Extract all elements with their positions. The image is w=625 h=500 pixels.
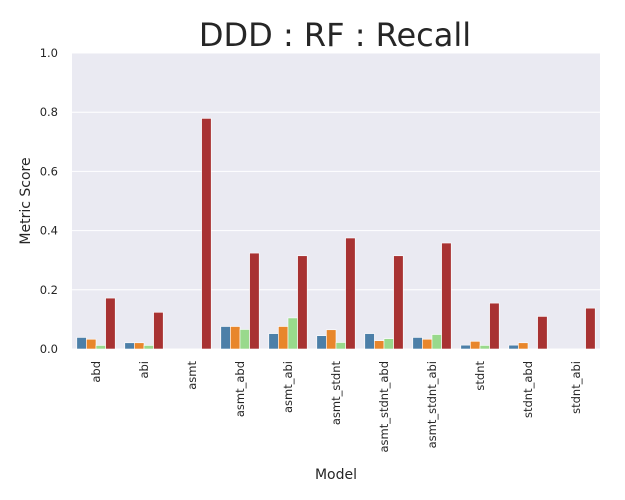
bar-abi-series-1 bbox=[134, 342, 145, 350]
bar-stdnt_abd-series-1 bbox=[518, 342, 529, 350]
y-tick-label: 1.0 bbox=[40, 46, 58, 60]
bar-abd-series-0 bbox=[76, 337, 87, 350]
bar-asmt_abd-series-1 bbox=[230, 326, 241, 350]
chart-title: DDD : RF : Recall bbox=[199, 16, 471, 54]
y-tick-label: 0.4 bbox=[40, 224, 58, 238]
plot-area bbox=[72, 53, 600, 349]
x-tick-label: asmt_stdnt_abi bbox=[425, 361, 439, 448]
bar-asmt-series-3 bbox=[201, 118, 212, 350]
y-tick-label: 0.2 bbox=[40, 283, 58, 297]
bar-stdnt-series-0 bbox=[460, 344, 471, 350]
x-tick-label: stdnt_abd bbox=[521, 361, 535, 418]
bar-asmt_stdnt_abi-series-1 bbox=[422, 338, 433, 350]
bar-abd-series-2 bbox=[95, 345, 106, 350]
x-tick-label: asmt_abi bbox=[281, 361, 295, 413]
bar-abd-series-3 bbox=[105, 297, 116, 350]
bar-asmt_stdnt_abd-series-2 bbox=[383, 338, 394, 350]
x-axis-label: Model bbox=[315, 467, 357, 483]
y-axis-label: Metric Score bbox=[18, 157, 34, 244]
bar-asmt_abi-series-0 bbox=[268, 333, 279, 350]
bar-asmt_stdnt-series-3 bbox=[345, 237, 356, 350]
x-tick-label: stdnt_abi bbox=[569, 361, 583, 414]
bar-asmt_abi-series-2 bbox=[287, 317, 298, 350]
bar-asmt_abi-series-1 bbox=[278, 326, 289, 350]
bar-asmt_stdnt_abd-series-0 bbox=[364, 333, 375, 350]
bar-stdnt-series-1 bbox=[470, 341, 481, 350]
x-tick-labels: abd abi asmt asmt_abd asmt_abi asmt_stdnt asmt… bbox=[89, 361, 583, 453]
bar-asmt_stdnt_abd-series-3 bbox=[393, 255, 404, 350]
bars bbox=[76, 118, 596, 350]
bar-abi-series-2 bbox=[143, 345, 154, 350]
bar-asmt_stdnt-series-0 bbox=[316, 335, 327, 350]
bar-asmt_abd-series-0 bbox=[220, 326, 231, 350]
x-tick-label: asmt_stdnt_abd bbox=[377, 361, 391, 453]
x-tick-label: asmt_abd bbox=[233, 361, 247, 417]
x-tick-label: abd bbox=[89, 361, 103, 383]
bar-abd-series-1 bbox=[86, 338, 97, 350]
bar-asmt_stdnt_abd-series-1 bbox=[374, 340, 385, 350]
bar-abi-series-3 bbox=[153, 311, 164, 350]
y-tick-label: 0.8 bbox=[40, 105, 58, 119]
y-tick-label: 0.0 bbox=[40, 342, 58, 356]
x-tick-label: asmt bbox=[185, 361, 199, 390]
bar-stdnt_abd-series-0 bbox=[508, 344, 519, 350]
x-tick-label: asmt_stdnt bbox=[329, 361, 343, 426]
y-tick-label: 0.6 bbox=[40, 164, 58, 178]
bar-stdnt-series-2 bbox=[479, 345, 490, 350]
bar-stdnt_abi-series-3 bbox=[585, 307, 596, 350]
bar-asmt_stdnt-series-2 bbox=[335, 342, 346, 350]
bar-abi-series-0 bbox=[124, 342, 135, 350]
bar-stdnt-series-3 bbox=[489, 302, 500, 350]
bar-asmt_abd-series-2 bbox=[239, 329, 250, 350]
x-tick-label: abi bbox=[137, 361, 151, 379]
bar-asmt_stdnt-series-1 bbox=[326, 329, 337, 350]
bar-asmt_abi-series-3 bbox=[297, 255, 308, 350]
y-tick-labels: 0.0 0.2 0.4 0.6 0.8 1.0 bbox=[40, 46, 58, 356]
x-tick-label: stdnt bbox=[473, 361, 487, 391]
bar-asmt_abd-series-3 bbox=[249, 252, 260, 350]
bar-stdnt_abd-series-3 bbox=[537, 316, 548, 350]
bar-asmt_stdnt_abi-series-3 bbox=[441, 242, 452, 350]
bar-asmt_stdnt_abi-series-2 bbox=[431, 334, 442, 350]
bar-asmt_stdnt_abi-series-0 bbox=[412, 337, 423, 350]
